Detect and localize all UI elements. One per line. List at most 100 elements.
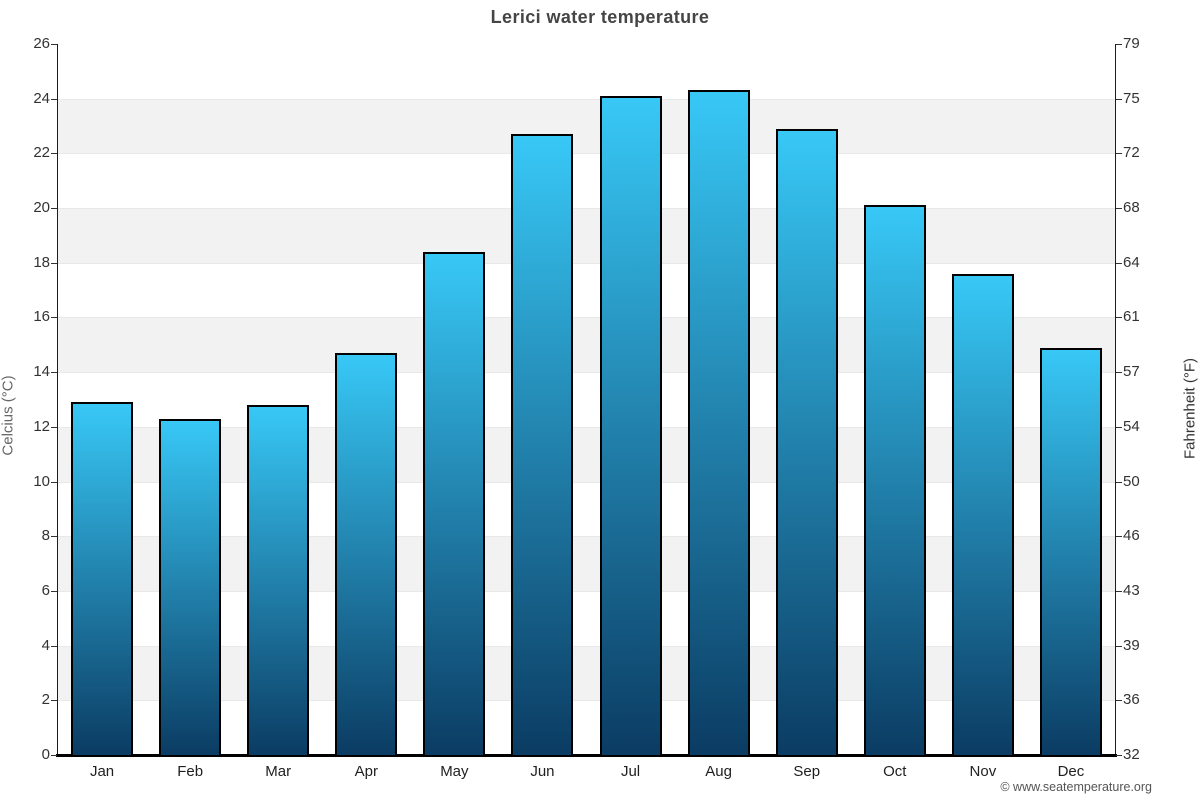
y-tick-label-celsius: 8 (41, 527, 50, 545)
bar-jan (71, 402, 134, 755)
y-tick-right (1116, 590, 1122, 592)
y-tick-label-fahrenheit: 72 (1123, 144, 1140, 162)
x-tick-label-dec: Dec (1057, 763, 1085, 780)
y-tick-right (1116, 317, 1122, 319)
y-tick-right (1116, 426, 1122, 428)
gridline (58, 426, 1115, 428)
y-tick-label-fahrenheit: 54 (1123, 417, 1140, 435)
y-tick-label-celsius: 0 (41, 746, 50, 763)
y-tick-label-celsius: 24 (33, 89, 50, 107)
chart-title: Lerici water temperature (490, 7, 710, 27)
gridline (58, 317, 1115, 319)
x-tick-label-mar: Mar (265, 763, 292, 780)
y-tick-left (51, 645, 57, 647)
y-tick-left (51, 44, 57, 45)
bar-dec (1039, 347, 1102, 755)
gridline (58, 153, 1115, 155)
y-tick-label-fahrenheit: 68 (1123, 199, 1140, 217)
y-tick-right (1116, 700, 1122, 702)
y-tick-right (1116, 536, 1122, 538)
y-tick-left (51, 755, 57, 756)
bar-may (423, 251, 486, 755)
y-tick-label-fahrenheit: 57 (1123, 363, 1140, 381)
background-band (58, 590, 1115, 646)
gridline (58, 98, 1115, 100)
x-axis-line (56, 754, 1117, 757)
background-band (58, 645, 1115, 701)
y-axis-label-fahrenheit: Fahrenheit (°F) (1181, 357, 1199, 460)
y-tick-label-celsius: 2 (41, 691, 50, 709)
y-tick-right (1116, 44, 1122, 45)
gridline (58, 262, 1115, 264)
background-band (58, 262, 1115, 318)
y-tick-label-fahrenheit: 43 (1123, 581, 1140, 599)
y-tick-left (51, 98, 57, 100)
y-tick-left (51, 426, 57, 428)
background-band (58, 372, 1115, 427)
background-band (58, 481, 1115, 537)
background-band (58, 153, 1115, 209)
gridline (58, 536, 1115, 538)
y-axis-right-line (1115, 44, 1116, 755)
y-tick-label-celsius: 14 (33, 363, 50, 381)
background-band (58, 536, 1115, 591)
y-tick-right (1116, 98, 1122, 100)
x-tick-label-oct: Oct (883, 763, 907, 780)
bar-jul (599, 95, 662, 755)
x-tick-label-may: May (440, 763, 469, 780)
y-tick-right (1116, 208, 1122, 210)
y-tick-label-fahrenheit: 64 (1123, 253, 1140, 271)
y-tick-label-celsius: 12 (33, 417, 50, 435)
gridline (58, 590, 1115, 592)
y-tick-label-celsius: 26 (33, 35, 50, 52)
y-tick-right (1116, 372, 1122, 374)
y-tick-label-celsius: 10 (33, 472, 50, 490)
x-tick-label-jan: Jan (89, 763, 115, 780)
x-tick-label-nov: Nov (969, 763, 997, 780)
y-tick-left (51, 262, 57, 264)
y-tick-left (51, 481, 57, 483)
y-tick-label-celsius: 22 (33, 144, 50, 162)
y-tick-label-celsius: 18 (33, 253, 50, 271)
bar-apr (335, 353, 398, 755)
bar-feb (159, 418, 222, 755)
bar-sep (775, 128, 838, 755)
y-tick-left (51, 536, 57, 538)
y-tick-right (1116, 645, 1122, 647)
bar-oct (863, 205, 926, 755)
gridline (58, 208, 1115, 210)
y-tick-label-fahrenheit: 39 (1123, 636, 1140, 654)
y-tick-left (51, 208, 57, 210)
gridline (58, 700, 1115, 702)
x-tick-label-jun: Jun (530, 763, 555, 780)
y-tick-left (51, 700, 57, 702)
y-tick-label-fahrenheit: 75 (1123, 89, 1140, 107)
y-tick-label-fahrenheit: 36 (1123, 691, 1140, 709)
bar-nov (951, 273, 1014, 755)
background-band (58, 44, 1115, 99)
background-band (58, 98, 1115, 154)
x-tick-label-aug: Aug (705, 763, 732, 780)
background-band (58, 317, 1115, 373)
background-band (58, 700, 1115, 755)
bar-aug (687, 90, 750, 755)
y-tick-label-celsius: 16 (33, 308, 50, 326)
y-axis-left-line (57, 44, 58, 755)
bar-jun (511, 134, 574, 755)
y-tick-label-celsius: 20 (33, 199, 50, 217)
y-tick-label-fahrenheit: 50 (1123, 472, 1140, 490)
y-tick-right (1116, 153, 1122, 155)
y-tick-left (51, 590, 57, 592)
background-band (58, 208, 1115, 263)
y-tick-right (1116, 262, 1122, 264)
x-tick-label-sep: Sep (793, 763, 821, 780)
x-tick-label-apr: Apr (354, 763, 378, 780)
y-tick-label-fahrenheit: 32 (1123, 746, 1140, 763)
x-tick-label-feb: Feb (177, 763, 204, 780)
y-tick-right (1116, 481, 1122, 483)
gridline (58, 481, 1115, 483)
y-tick-left (51, 317, 57, 319)
y-tick-left (51, 153, 57, 155)
y-tick-label-fahrenheit: 46 (1123, 527, 1140, 545)
